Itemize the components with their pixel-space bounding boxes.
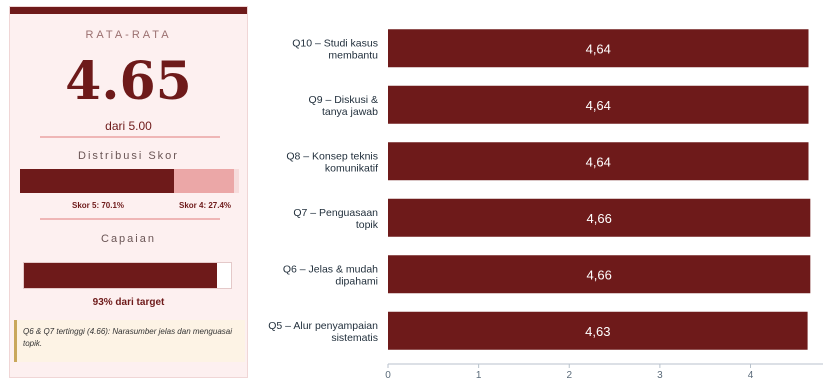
achievement-bar <box>23 262 232 289</box>
average-label: RATA-RATA <box>85 29 172 41</box>
bar <box>388 255 811 294</box>
x-tick-label: 2 <box>566 370 572 380</box>
summary-panel: RATA-RATA 4.65 dari 5.00 Distribusi Skor… <box>9 6 248 378</box>
divider <box>40 218 220 220</box>
bar-value-label: 4,64 <box>586 98 611 113</box>
bar <box>388 29 809 68</box>
category-label: Q5 – Alur penyampaian <box>268 320 378 332</box>
category-label: Q8 – Konsep teknis <box>286 150 378 162</box>
bar <box>388 142 809 181</box>
bar-value-label: 4,64 <box>586 154 611 169</box>
x-tick-label: 1 <box>476 370 482 380</box>
category-label: membantu <box>328 49 378 61</box>
x-tick-label: 0 <box>385 370 391 380</box>
divider <box>40 136 220 138</box>
x-tick-label: 3 <box>657 370 663 380</box>
panel-top-bar <box>10 7 247 14</box>
category-label: Q6 – Jelas & mudah <box>283 263 378 275</box>
category-label: Q7 – Penguasaan <box>293 207 378 219</box>
distribution-segment-score4 <box>173 169 234 193</box>
achievement-fill <box>24 263 217 288</box>
bar-value-label: 4,64 <box>586 41 611 56</box>
category-label: topik <box>356 219 379 231</box>
distribution-title: Distribusi Skor <box>78 150 179 162</box>
category-label: tanya jawab <box>322 106 378 118</box>
distribution-label-score4: Skor 4: 27.4% <box>179 201 232 210</box>
bar-value-label: 4,66 <box>587 267 612 282</box>
bar-value-label: 4,66 <box>587 211 612 226</box>
bar <box>388 198 811 237</box>
category-label: komunikatif <box>325 162 378 174</box>
distribution-bar <box>20 169 239 193</box>
x-tick-label: 4 <box>748 370 754 380</box>
category-label: sistematis <box>331 332 378 344</box>
distribution-label-score5: Skor 5: 70.1% <box>72 201 125 210</box>
distribution-segment-score5 <box>20 169 174 193</box>
average-subtext: dari 5.00 <box>105 119 152 133</box>
average-value: 4.65 <box>65 51 192 112</box>
achievement-title: Capaian <box>101 233 156 245</box>
insight-note: Q6 & Q7 tertinggi (4.66): Narasumber jel… <box>14 320 245 362</box>
category-label: dipahami <box>335 275 378 287</box>
bar <box>388 311 808 350</box>
bar-value-label: 4,63 <box>585 324 610 339</box>
achievement-label: 93% dari target <box>92 297 165 308</box>
category-label: Q10 – Studi kasus <box>292 37 378 49</box>
category-label: Q9 – Diskusi & <box>309 94 378 106</box>
bar <box>388 85 809 124</box>
